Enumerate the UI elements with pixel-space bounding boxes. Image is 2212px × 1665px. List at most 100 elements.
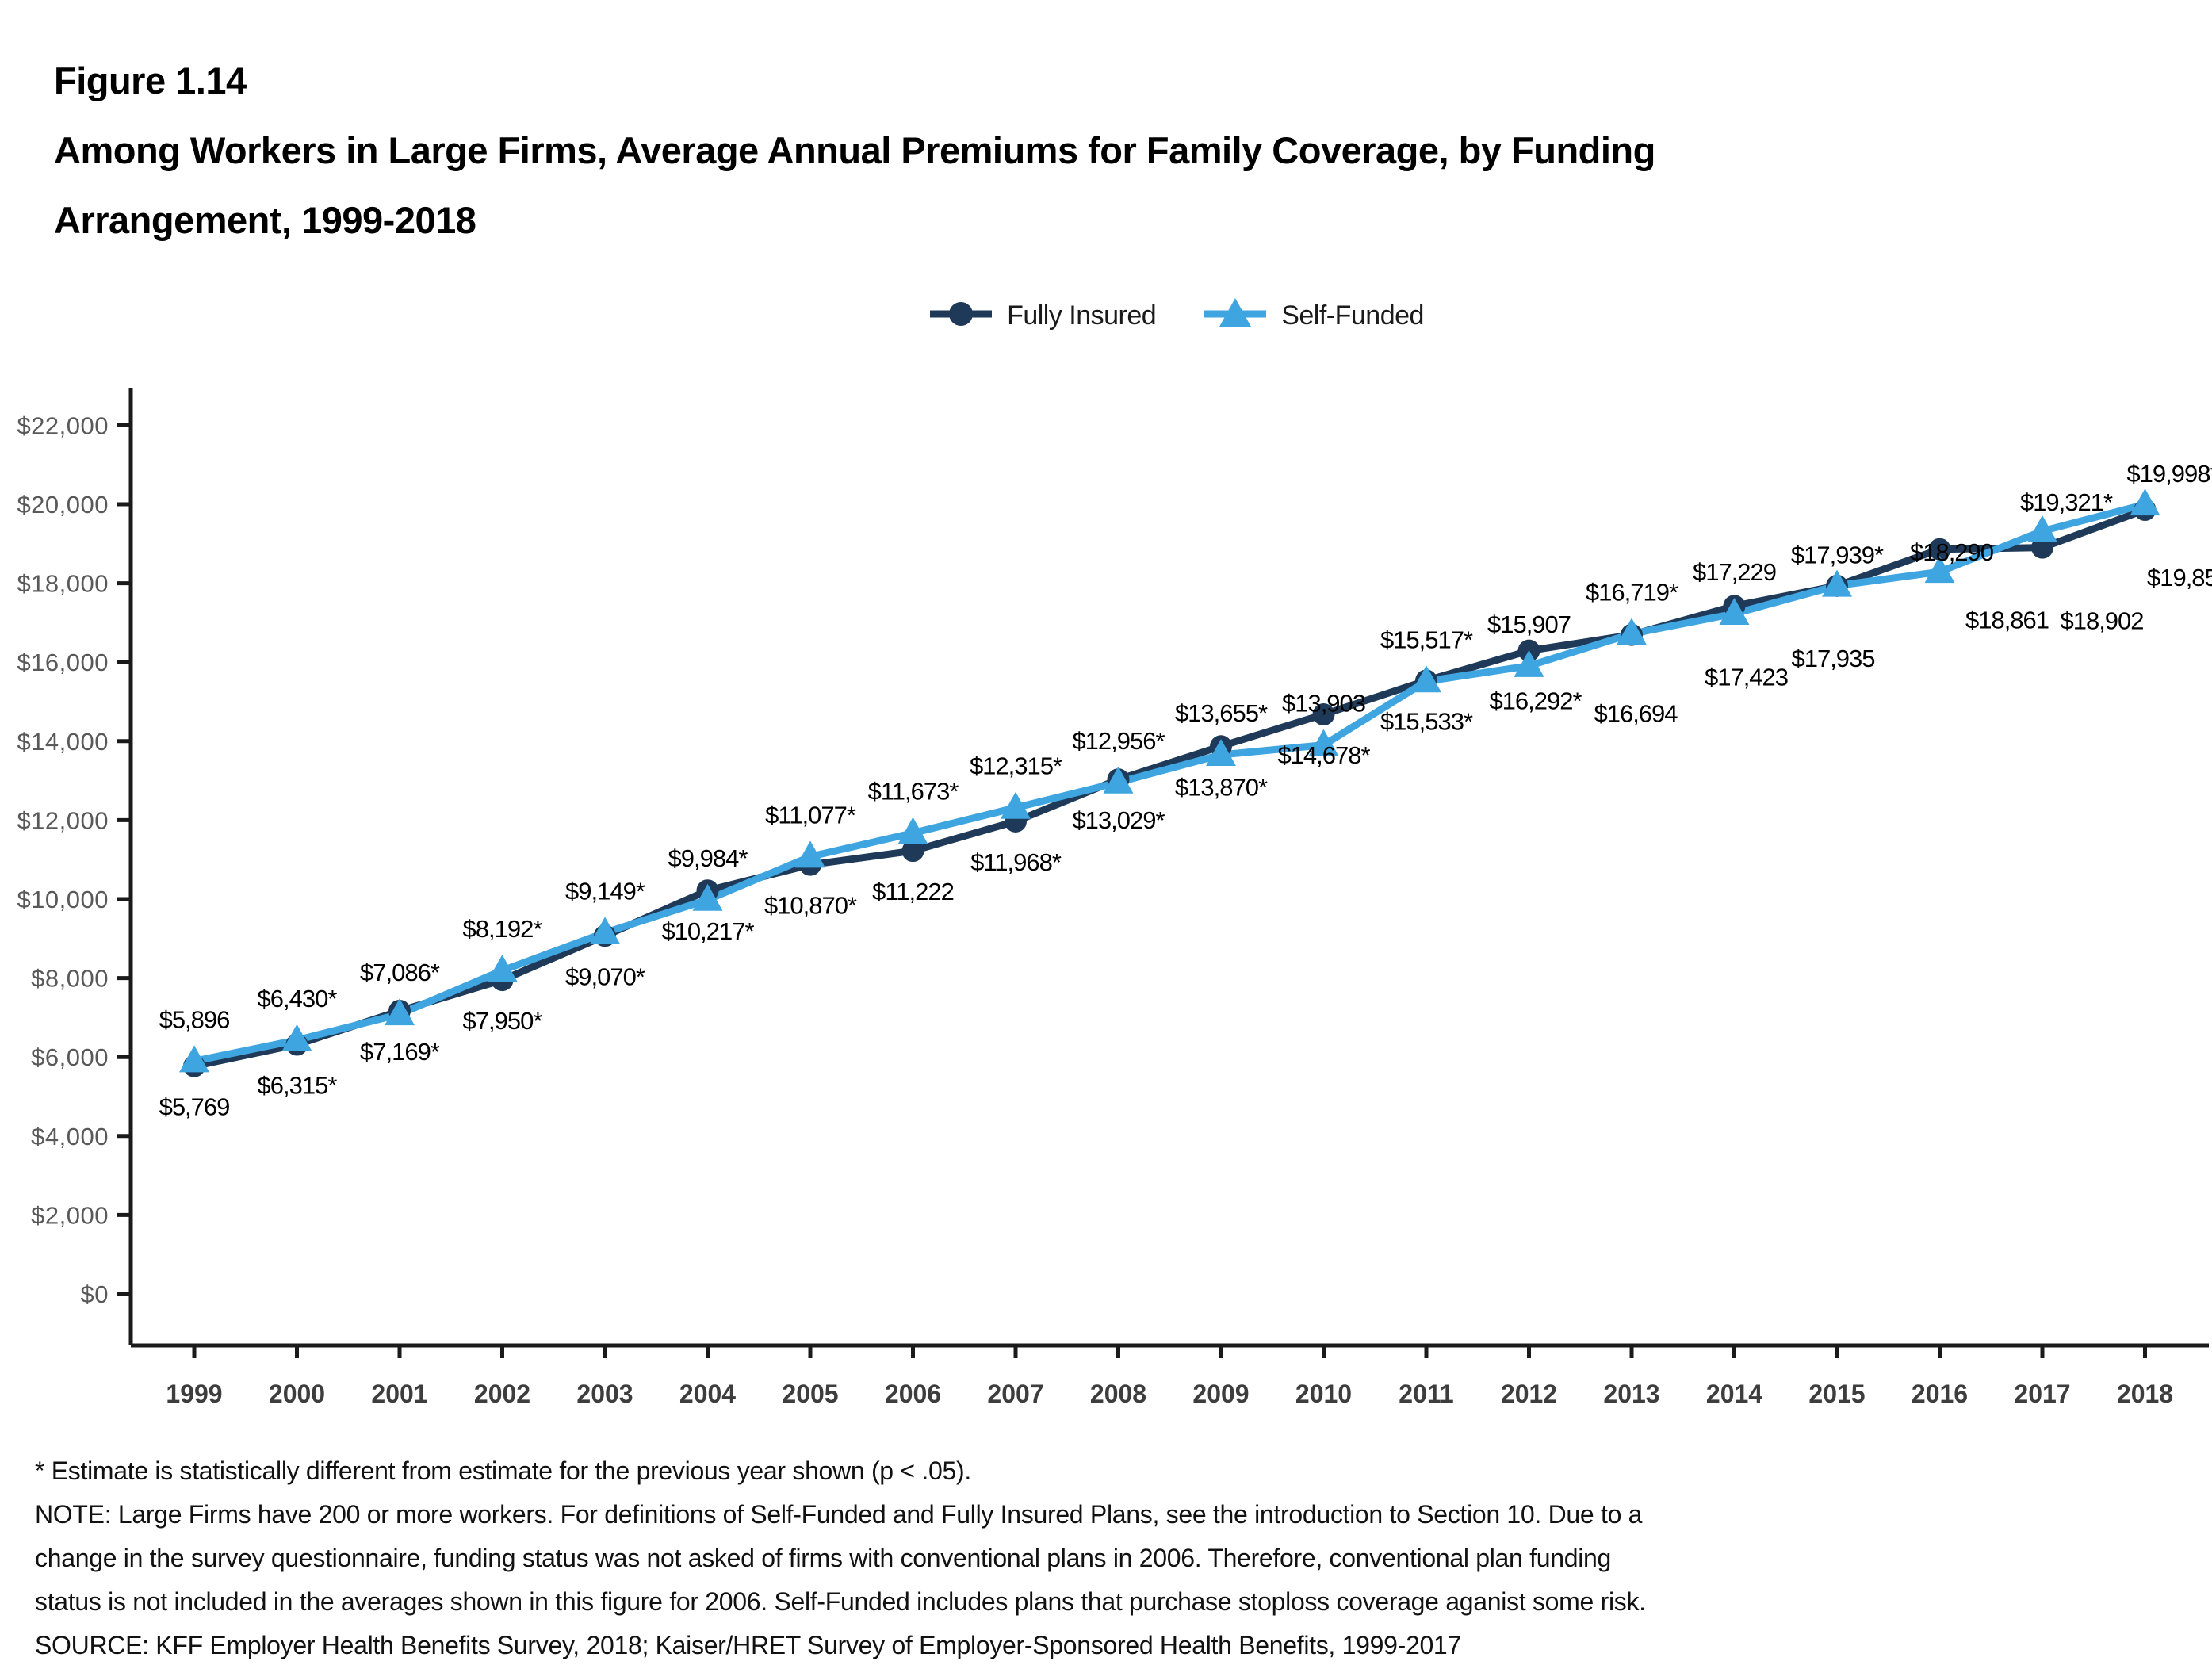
x-tick-label: 2010 xyxy=(1295,1380,1352,1408)
y-tick-label: $8,000 xyxy=(31,965,109,993)
y-tick-label: $20,000 xyxy=(17,491,109,519)
figure-title-line-2: Arrangement, 1999-2018 xyxy=(54,199,476,241)
self-funded-value-label: $11,077* xyxy=(765,801,856,829)
footnote-source: SOURCE: KFF Employer Health Benefits Sur… xyxy=(35,1631,1461,1659)
legend-item-self-funded: Self-Funded xyxy=(1202,297,1424,335)
self-funded-point xyxy=(1103,766,1134,794)
y-tick-label: $4,000 xyxy=(31,1123,109,1150)
x-tick-label: 2004 xyxy=(679,1380,736,1408)
fully-insured-value-label: $13,029* xyxy=(1072,806,1165,834)
figure-number: Figure 1.14 xyxy=(54,59,247,101)
footnote-note-line-2: change in the survey questionnaire, fund… xyxy=(35,1544,1612,1572)
x-tick-label: 2017 xyxy=(2014,1380,2070,1408)
fully-insured-value-label: $16,292* xyxy=(1489,687,1582,715)
footnote-note-line-1: NOTE: Large Firms have 200 or more worke… xyxy=(35,1500,1643,1529)
self-funded-line xyxy=(193,500,2146,1065)
legend-label-fully-insured: Fully Insured xyxy=(1007,300,1157,331)
x-tick-label: 2013 xyxy=(1603,1380,1659,1408)
y-tick-label: $0 xyxy=(81,1280,109,1308)
fully-insured-value-label: $7,169* xyxy=(360,1038,440,1066)
chart-legend: Fully Insured Self-Funded xyxy=(70,297,2212,335)
fully-insured-value-label: $17,935 xyxy=(1791,645,1874,672)
self-funded-point xyxy=(1308,729,1339,756)
fully-insured-value-label: $18,861 xyxy=(1965,607,2049,634)
self-funded-point xyxy=(1411,665,1441,693)
y-tick-label: $6,000 xyxy=(31,1043,109,1071)
x-tick-label: 2000 xyxy=(269,1380,325,1408)
fully-insured-value-label: $13,870* xyxy=(1175,773,1268,801)
self-funded-value-label: $13,903 xyxy=(1282,690,1365,718)
self-funded-point xyxy=(179,1045,209,1073)
x-tick-label: 2006 xyxy=(885,1380,941,1408)
premiums-line-chart: $0 $2,000 $4,000 $6,000 $8,000 $10,000 $12,000… xyxy=(17,388,2212,1408)
fully-insured-value-label: $17,423 xyxy=(1705,663,1788,691)
self-funded-point xyxy=(1617,618,1647,645)
x-tick-label: 2003 xyxy=(576,1380,633,1408)
self-funded-value-label: $17,939* xyxy=(1791,542,1884,569)
fully-insured-value-label: $9,070* xyxy=(565,963,645,990)
self-funded-value-label: $12,956* xyxy=(1072,727,1165,755)
fully-insured-line xyxy=(193,506,2147,1070)
self-funded-point xyxy=(1822,569,1852,597)
self-funded-value-label: $15,517* xyxy=(1380,626,1473,653)
x-tick-label: 2002 xyxy=(474,1380,530,1408)
fully-insured-value-label: $18,902 xyxy=(2060,607,2143,635)
self-funded-value-label: $13,655* xyxy=(1175,699,1268,727)
x-tick-label: 2016 xyxy=(1912,1380,1968,1408)
self-funded-value-label: $18,290 xyxy=(1910,538,1994,566)
figure-title-line-1: Among Workers in Large Firms, Average An… xyxy=(54,129,1655,171)
x-tick-label: 2001 xyxy=(371,1380,427,1408)
self-funded-value-label: $16,719* xyxy=(1586,578,1678,606)
x-tick-label: 2005 xyxy=(782,1380,838,1408)
self-funded-value-label: $9,149* xyxy=(565,877,645,905)
legend-item-fully-insured: Fully Insured xyxy=(928,297,1157,335)
footnote-significance: * Estimate is statistically different fr… xyxy=(35,1456,971,1485)
x-tick-label: 2008 xyxy=(1090,1380,1146,1408)
self-funded-point xyxy=(692,883,723,911)
x-tick-label: 2011 xyxy=(1399,1380,1453,1408)
self-funded-value-label: $17,229 xyxy=(1693,558,1776,586)
footnote-note-line-3: status is not included in the averages s… xyxy=(35,1587,1646,1616)
self-funded-point xyxy=(1206,738,1236,766)
self-funded-point xyxy=(1001,791,1031,819)
self-funded-point xyxy=(2027,515,2057,542)
x-tick-label: 2009 xyxy=(1192,1380,1249,1408)
fully-insured-value-label: $10,217* xyxy=(661,917,754,945)
fully-insured-value-label: $11,222 xyxy=(872,878,954,905)
fully-insured-point xyxy=(1928,538,1951,561)
x-tick-label: 2007 xyxy=(987,1380,1043,1408)
fully-insured-value-label: $14,678* xyxy=(1277,741,1370,769)
self-funded-value-label: $12,315* xyxy=(970,752,1062,780)
self-funded-value-label: $7,086* xyxy=(360,959,440,986)
self-funded-value-label: $15,907 xyxy=(1487,610,1571,638)
chart-area: $0 $2,000 $4,000 $6,000 $8,000 $10,000 $12,000… xyxy=(0,373,2212,1435)
self-funded-value-label: $19,998* xyxy=(2126,460,2212,488)
self-funded-value-label: $19,321* xyxy=(2020,488,2113,516)
y-tick-label: $14,000 xyxy=(17,728,109,756)
x-tick-label: 2012 xyxy=(1501,1380,1557,1408)
fully-insured-value-label: $7,950* xyxy=(463,1007,543,1035)
self-funded-value-label: $9,984* xyxy=(668,844,748,872)
fully-insured-value-label: $15,533* xyxy=(1380,707,1473,735)
self-funded-point xyxy=(487,955,518,982)
self-funded-point xyxy=(1924,556,1955,584)
fully-insured-value-label: $5,769 xyxy=(159,1093,230,1121)
fully-insured-value-label: $11,968* xyxy=(970,848,1062,876)
self-funded-marker-icon xyxy=(1202,297,1269,335)
y-tick-label: $2,000 xyxy=(31,1201,109,1229)
x-tick-label: 2015 xyxy=(1808,1380,1865,1408)
self-funded-value-label: $5,896 xyxy=(159,1005,230,1033)
figure-header: Figure 1.14 Among Workers in Large Firms… xyxy=(54,46,1655,255)
self-funded-value-label: $8,192* xyxy=(463,915,543,943)
legend-label-self-funded: Self-Funded xyxy=(1281,300,1424,331)
fully-insured-value-label: $19,859 xyxy=(2147,564,2212,591)
self-funded-point xyxy=(2130,488,2160,516)
self-funded-point xyxy=(385,998,415,1026)
self-funded-value-label: $11,673* xyxy=(868,778,959,806)
self-funded-point xyxy=(795,840,825,868)
fully-insured-point xyxy=(1312,703,1335,726)
self-funded-value-label: $6,430* xyxy=(258,985,338,1012)
fully-insured-value-label: $10,870* xyxy=(764,892,857,920)
fully-insured-point xyxy=(901,840,924,863)
